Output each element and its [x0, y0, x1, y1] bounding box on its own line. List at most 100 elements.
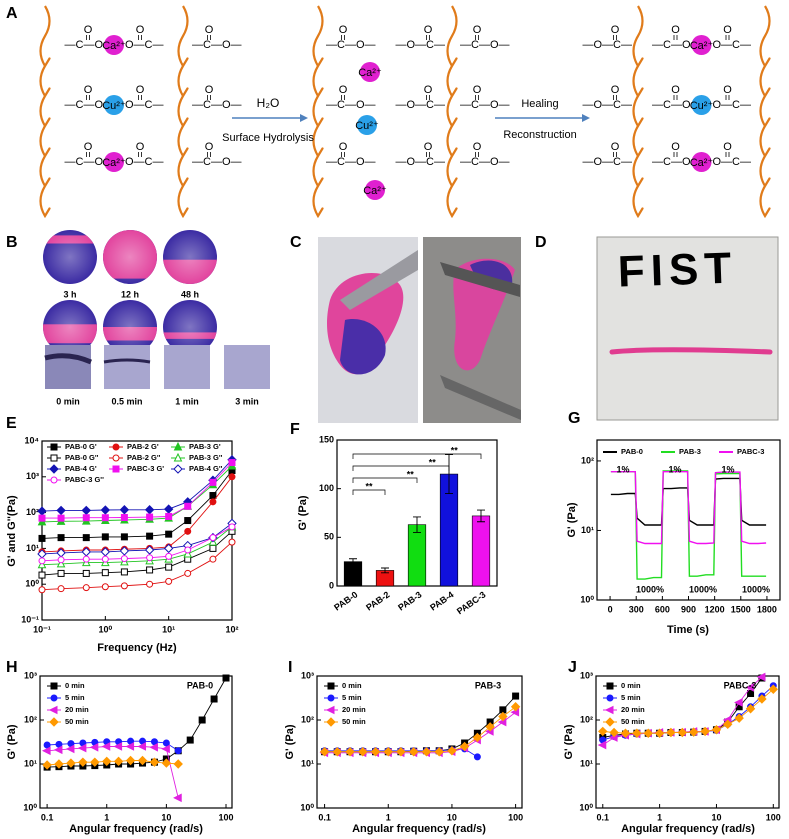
- label: O: [339, 84, 348, 96]
- marker: [54, 759, 64, 769]
- marker: [101, 514, 109, 522]
- x-tick-label: PAB-2: [364, 589, 391, 612]
- marker: [146, 580, 154, 588]
- marker: [101, 742, 111, 751]
- legend-label: 0 min: [342, 681, 362, 690]
- marker: [209, 544, 217, 552]
- marker: [734, 698, 743, 707]
- y-tick-label: 100: [319, 483, 334, 493]
- label: O: [671, 141, 680, 153]
- label: O: [424, 84, 433, 96]
- label: —O—C—: [583, 156, 633, 168]
- x-axis-title: Time (s): [667, 624, 709, 636]
- label: 12 h: [121, 289, 139, 299]
- x-tick-label: 10: [711, 812, 721, 822]
- marker: [41, 746, 51, 756]
- marker: [745, 704, 756, 714]
- legend-label: 5 min: [342, 693, 362, 702]
- label: A: [6, 5, 18, 22]
- marker: [125, 742, 135, 751]
- legend-marker: [50, 694, 58, 702]
- y-tick-label: 10²: [24, 714, 37, 724]
- marker: [745, 683, 755, 692]
- marker: [228, 523, 236, 531]
- legend-label: PAB-2 G': [127, 442, 159, 451]
- series-line: [42, 462, 233, 519]
- marker: [228, 459, 236, 467]
- marker: [57, 514, 65, 522]
- label: —C—O—: [460, 39, 510, 51]
- marker: [144, 505, 155, 515]
- marker: [100, 505, 111, 515]
- legend-label: PAB-2 G'': [127, 453, 161, 462]
- y-tick-label: 10⁰: [300, 802, 314, 812]
- scratch-photo: [45, 345, 91, 389]
- legend-label: PAB-4 G'': [189, 464, 223, 473]
- y-tick-label: 10³: [24, 670, 37, 680]
- marker: [609, 727, 619, 738]
- legend-label: PAB-3: [679, 447, 701, 456]
- y-tick-label: 10⁻¹: [21, 614, 39, 624]
- legend-label: 0 min: [621, 681, 641, 690]
- marker: [396, 747, 406, 757]
- marker: [165, 577, 173, 585]
- marker: [473, 753, 481, 761]
- marker: [82, 514, 90, 522]
- label: O—C—: [713, 156, 752, 168]
- panel-label: H: [6, 659, 18, 676]
- y-tick-label: 10⁰: [580, 594, 594, 604]
- plot-frame: [316, 675, 523, 809]
- label: O: [723, 141, 732, 153]
- y-tick-label: 10⁴: [25, 435, 39, 445]
- bar: [407, 524, 427, 587]
- x-tick-label: 10: [447, 812, 457, 822]
- ion: [104, 95, 124, 115]
- x-tick-label: 1: [104, 812, 109, 822]
- label: Cu²⁺: [690, 100, 714, 112]
- healed-line: [609, 347, 773, 355]
- legend-label: 0 min: [65, 681, 85, 690]
- series-line: [324, 706, 516, 753]
- label: —O—C—: [583, 39, 633, 51]
- marker: [654, 728, 665, 738]
- label: O: [611, 24, 620, 36]
- y-tick-label: 10¹: [26, 543, 39, 553]
- label: Reconstruction: [503, 129, 576, 141]
- marker: [459, 741, 470, 752]
- series-line: [41, 530, 233, 576]
- legend-marker: [50, 682, 58, 690]
- ion: [691, 35, 712, 55]
- label: —C—O—: [192, 156, 242, 168]
- series-line: [41, 470, 233, 539]
- x-tick-label: PAB-3: [396, 589, 423, 612]
- label: 3 min: [235, 396, 259, 406]
- x-tick-label: 300: [629, 604, 644, 614]
- marker: [42, 760, 52, 770]
- series-line: [41, 526, 233, 566]
- tweezers: [340, 250, 418, 310]
- marker: [137, 742, 147, 751]
- marker: [198, 716, 206, 724]
- marker: [57, 534, 65, 542]
- marker: [632, 728, 642, 738]
- marker: [209, 492, 217, 500]
- marker: [82, 584, 90, 592]
- x-axis-title: Frequency (Hz): [97, 642, 177, 654]
- y-tick-label: 10³: [26, 471, 39, 481]
- marker: [65, 744, 75, 754]
- label: 0.5 min: [111, 396, 142, 406]
- marker: [209, 498, 217, 506]
- label: —O—C—: [396, 39, 446, 51]
- photo-c: [318, 237, 521, 423]
- label: Ca²⁺: [690, 157, 714, 169]
- marker: [161, 758, 172, 768]
- legend-marker: [173, 464, 183, 474]
- label: O—C—: [125, 39, 164, 51]
- legend-label: 50 min: [621, 717, 645, 726]
- marker: [125, 755, 136, 766]
- label: O: [473, 141, 482, 153]
- marker: [56, 558, 66, 568]
- legend-label: PABC-3 G': [127, 464, 164, 473]
- marker: [184, 546, 192, 554]
- label: —C—O: [652, 99, 691, 111]
